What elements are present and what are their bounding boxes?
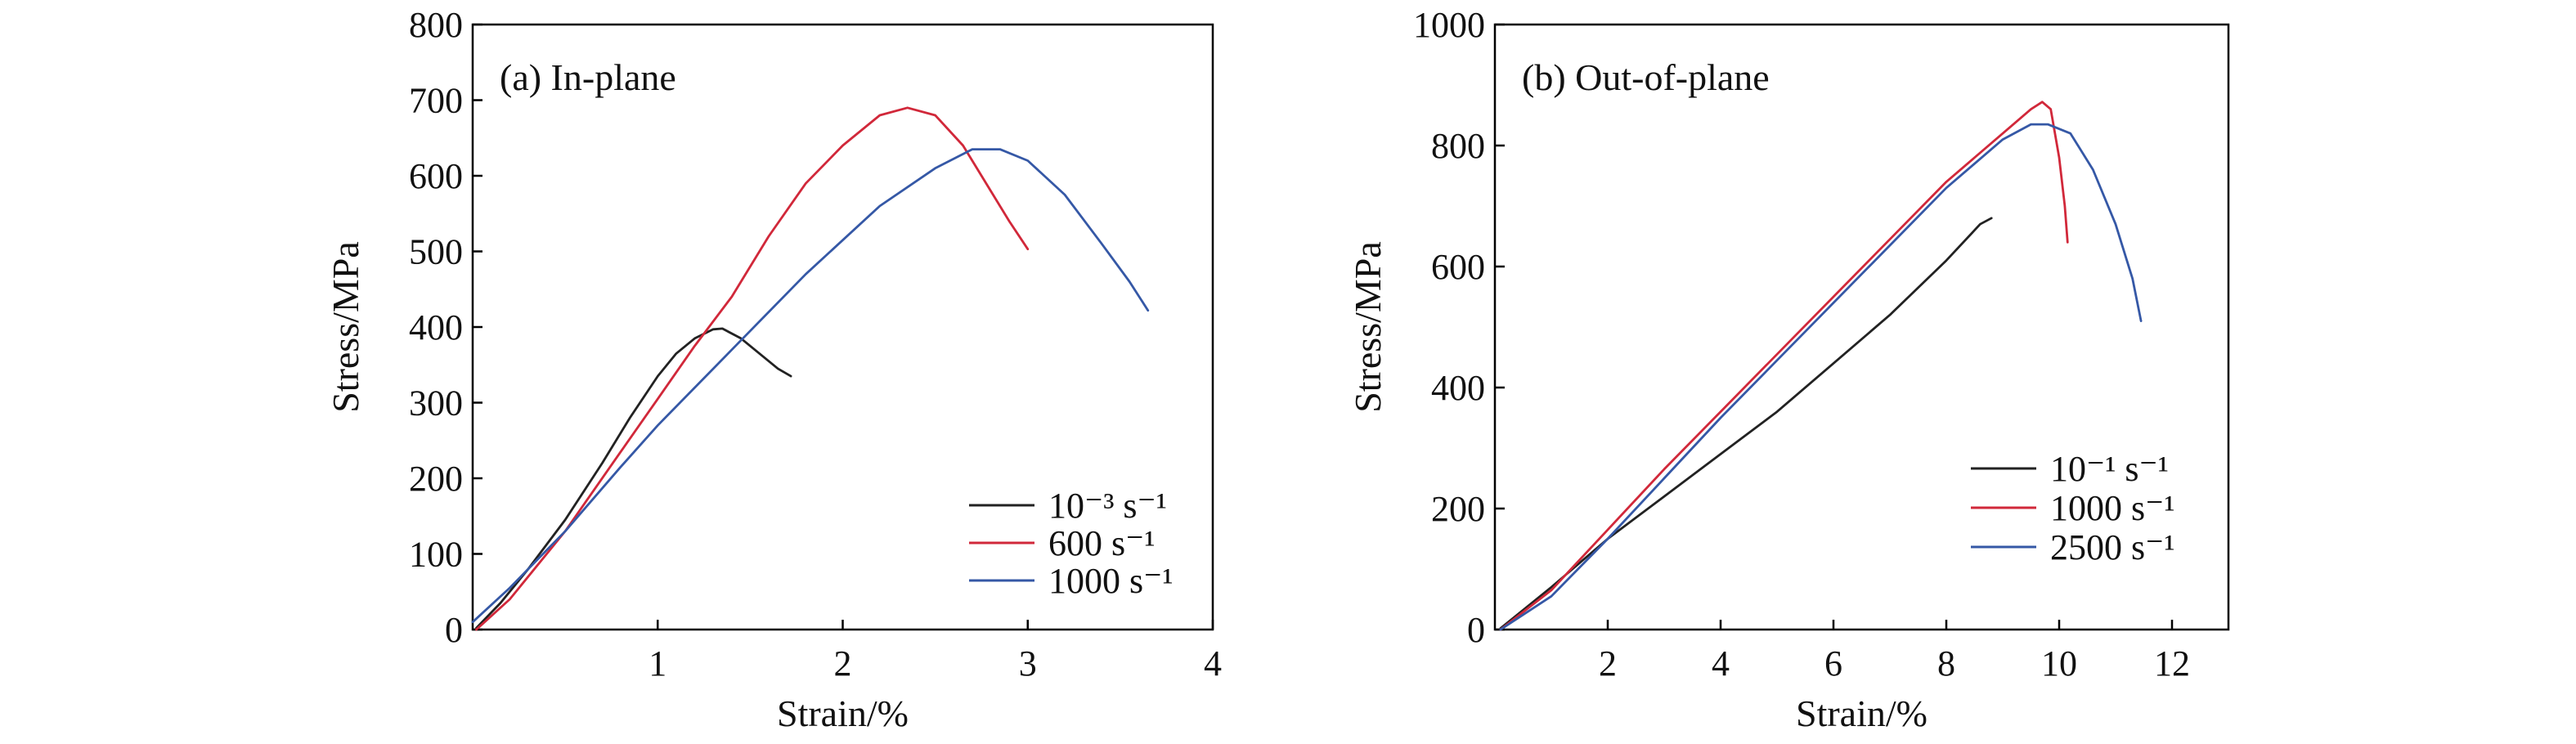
panel-label: (b) Out-of-plane xyxy=(1522,56,1770,98)
y-tick-label: 400 xyxy=(409,307,463,347)
legend-entry: 1000 s⁻¹ xyxy=(1048,561,1174,601)
legend-entry: 10⁻³ s⁻¹ xyxy=(1048,486,1167,526)
series-line xyxy=(1499,101,2069,631)
x-tick-label: 12 xyxy=(2154,643,2190,683)
x-tick-label: 4 xyxy=(1204,643,1222,683)
y-tick-label: 0 xyxy=(1467,610,1485,650)
y-tick-label: 800 xyxy=(409,5,463,45)
x-tick-label: 1 xyxy=(648,643,666,683)
legend-entry: 10⁻¹ s⁻¹ xyxy=(2050,449,2169,489)
y-tick-label: 700 xyxy=(409,81,463,121)
y-tick-label: 0 xyxy=(445,610,463,650)
series-line xyxy=(471,148,1150,624)
y-tick-label: 800 xyxy=(1431,126,1485,166)
panel-b-chart: 2 4 6 8 10 12 0 200 400 600 800 1000 Strain/% Stress/… xyxy=(1347,5,2230,734)
y-tick-label: 1000 xyxy=(1413,5,1485,45)
legend-entry: 600 s⁻¹ xyxy=(1048,523,1156,563)
legend-entry: 1000 s⁻¹ xyxy=(2050,488,2175,528)
legend-entry: 2500 s⁻¹ xyxy=(2050,527,2175,567)
y-tick-label: 500 xyxy=(409,232,463,272)
y-tick-label: 200 xyxy=(1431,489,1485,529)
y-tick-label: 600 xyxy=(409,156,463,196)
x-tick-label: 6 xyxy=(1824,643,1842,683)
x-axis-label: Strain/% xyxy=(777,692,909,734)
series-line xyxy=(475,327,792,630)
y-tick-label: 600 xyxy=(1431,247,1485,287)
x-tick-label: 4 xyxy=(1712,643,1730,683)
x-tick-label: 8 xyxy=(1937,643,1955,683)
y-tick-label: 300 xyxy=(409,383,463,424)
x-tick-label: 10 xyxy=(2041,643,2077,683)
y-axis-label: Stress/MPa xyxy=(325,241,366,413)
x-axis-label: Strain/% xyxy=(1796,692,1928,734)
plot-frame xyxy=(1493,23,2230,631)
panel-a-chart: 1 2 3 4 0 100 200 300 400 500 600 700 800 Strain/% Str… xyxy=(325,5,1222,734)
y-axis-label: Stress/MPa xyxy=(1347,241,1389,413)
x-tick-label: 3 xyxy=(1019,643,1037,683)
y-tick-label: 400 xyxy=(1431,368,1485,408)
x-tick-label: 2 xyxy=(834,643,852,683)
y-tick-label: 100 xyxy=(409,535,463,575)
series-line xyxy=(1499,217,1993,630)
y-tick-label: 200 xyxy=(409,459,463,499)
panel-label: (a) In-plane xyxy=(500,56,676,98)
series-line xyxy=(475,106,1030,631)
series-line xyxy=(1499,123,2143,631)
x-tick-label: 2 xyxy=(1599,643,1617,683)
